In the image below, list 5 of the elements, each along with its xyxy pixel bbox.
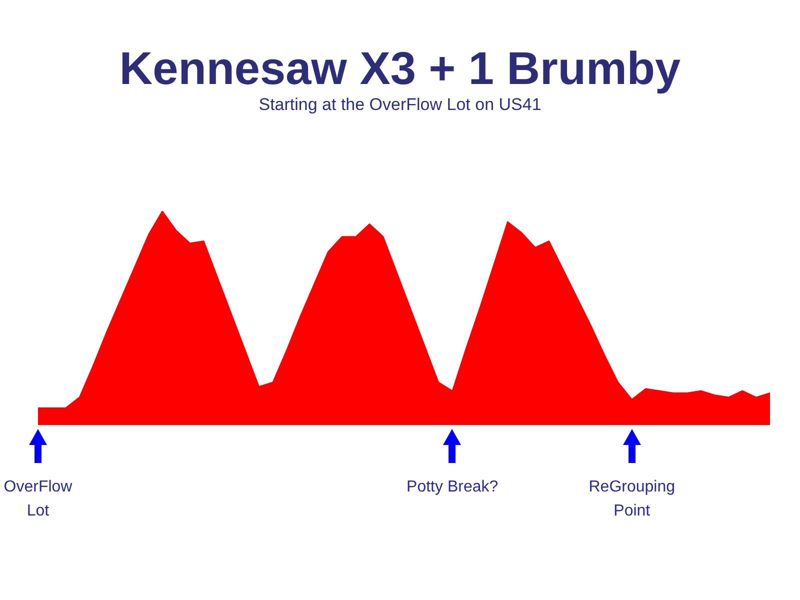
x-tick-label: OverFlow Lot — [4, 478, 73, 520]
chart-title: Kennesaw X3 + 1 Brumby — [119, 42, 681, 94]
x-tick-label: Potty Break? — [406, 478, 498, 496]
chart-subtitle: Starting at the OverFlow Lot on US41 — [258, 95, 542, 114]
x-tick-label: ReGrouping Point — [588, 478, 676, 520]
